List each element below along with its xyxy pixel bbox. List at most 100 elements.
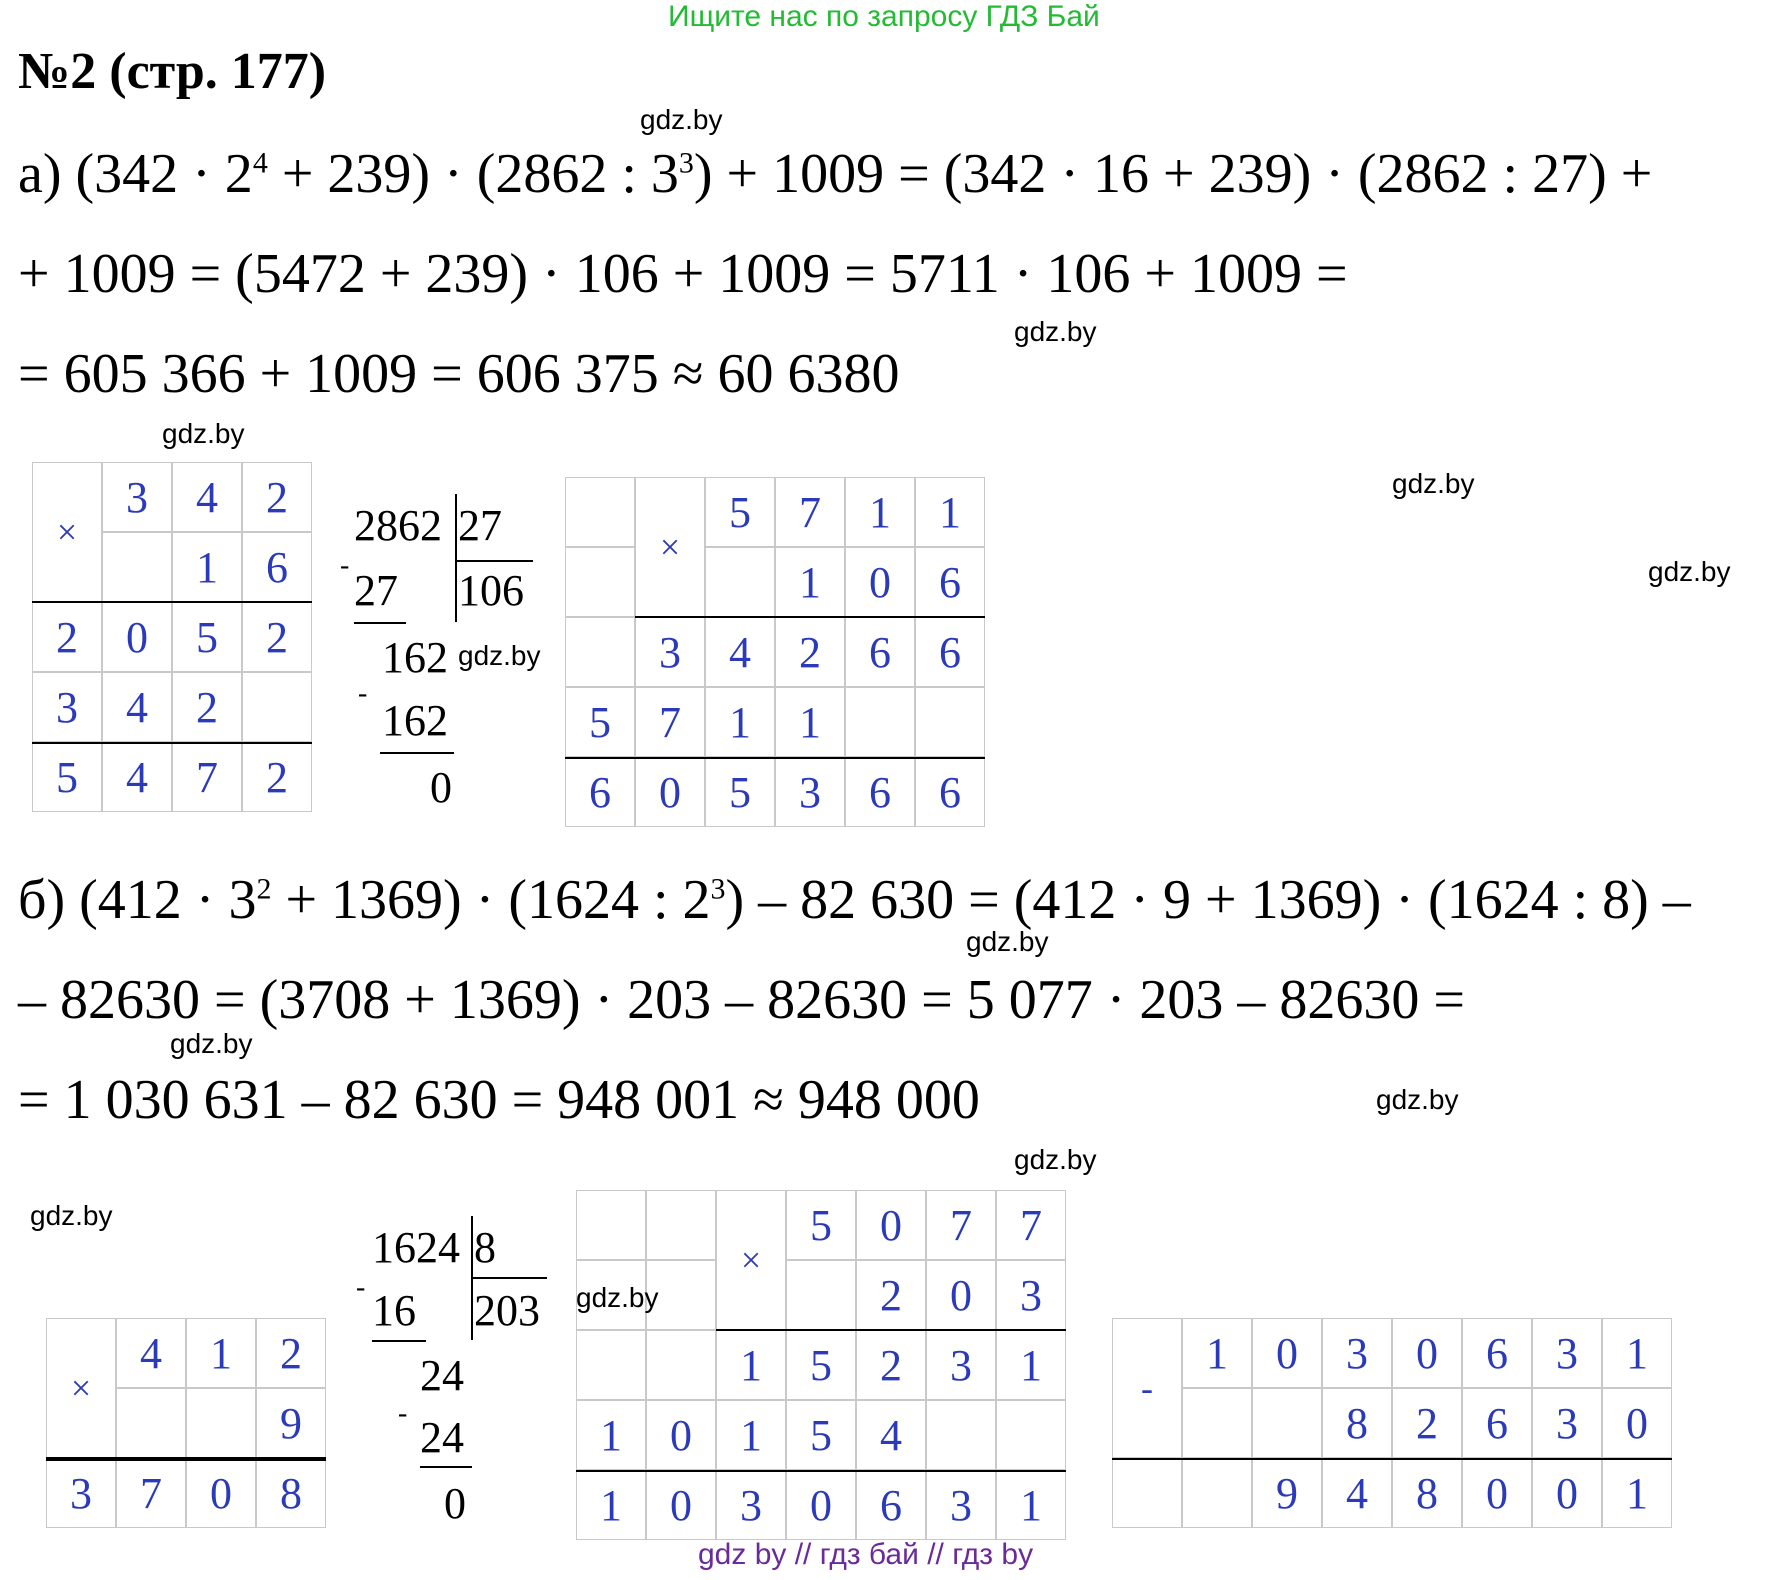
a-mult2-cell: 3 xyxy=(775,757,845,827)
b-sub-cell: 3 xyxy=(1322,1318,1392,1388)
part-b-line-3: = 1 030 631 – 82 630 = 948 001 ≈ 948 000 xyxy=(18,1069,980,1131)
b-sub-cell: 6 xyxy=(1462,1318,1532,1388)
a-mult2-cell: 6 xyxy=(915,617,985,687)
a-mult2-cell: 7 xyxy=(635,687,705,757)
b-sub-cell xyxy=(1252,1388,1322,1458)
division-a-sub-1: 27 xyxy=(354,566,398,615)
a-mult1-cell: 1 xyxy=(172,532,242,602)
b-mult2-cell xyxy=(576,1330,646,1400)
a-mult1-cell: 3 xyxy=(32,672,102,742)
a-mult2-cell: 1 xyxy=(775,547,845,617)
a-mult2-cell xyxy=(845,687,915,757)
b-mult2-cell: 0 xyxy=(926,1260,996,1330)
a-mult1-cell: 2 xyxy=(242,462,312,532)
watermark: gdz.by xyxy=(1376,1084,1459,1115)
b-mult2-cell: 0 xyxy=(646,1470,716,1540)
part-a-line-3: = 605 366 + 1009 = 606 375 ≈ 60 6380 xyxy=(18,343,900,405)
b-sub-cell: 0 xyxy=(1252,1318,1322,1388)
part-b-multiplication-5077x203: × 5 0 7 7 2 0 3 1 5 2 3 1 1 0 1 5 4 1 0 3 0 6 3 1 xyxy=(576,1190,1066,1540)
b-mult2-cell: 2 xyxy=(856,1330,926,1400)
b-mult2-cell: 5 xyxy=(786,1190,856,1260)
b-mult2-cell xyxy=(646,1190,716,1260)
part-a-multiplication-5711x106: × 5 7 1 1 1 0 6 3 4 2 6 6 5 7 1 1 6 0 5 3 6 6 xyxy=(565,477,985,827)
a-mult1-cell: 0 xyxy=(102,602,172,672)
b-mult2-cell: 7 xyxy=(926,1190,996,1260)
a-mult2-cell: 6 xyxy=(915,547,985,617)
watermark: gdz.by xyxy=(1014,316,1097,347)
a-mult2-cell: 6 xyxy=(845,757,915,827)
a-mult2-cell: 1 xyxy=(915,477,985,547)
b-sub-cell xyxy=(1112,1458,1182,1528)
b-mult2-cell xyxy=(646,1260,716,1330)
b-sub-cell: 1 xyxy=(1182,1318,1252,1388)
b-mult2-cell: 6 xyxy=(856,1470,926,1540)
b-sub-cell: 0 xyxy=(1532,1458,1602,1528)
a-mult1-cell: 3 xyxy=(102,462,172,532)
a-mult2-cell: 5 xyxy=(705,477,775,547)
a-mult2-cell: 6 xyxy=(565,757,635,827)
b-mult1-cell: 8 xyxy=(256,1458,326,1528)
a-mult1-cell xyxy=(102,532,172,602)
a-mult1-cell: 2 xyxy=(242,742,312,812)
a-mult1-operator: × xyxy=(32,462,102,602)
a-mult2-cell: 1 xyxy=(775,687,845,757)
b-sub-cell: 1 xyxy=(1602,1318,1672,1388)
b-mult2-cell: 0 xyxy=(646,1400,716,1470)
part-b-line-1: б) (412 · 32 + 1369) · (1624 : 23) – 82 … xyxy=(18,869,1691,931)
b-sub-cell xyxy=(1182,1458,1252,1528)
b-sub-cell: 8 xyxy=(1392,1458,1462,1528)
b-sub-cell: 4 xyxy=(1322,1458,1392,1528)
b-sub-cell: 9 xyxy=(1252,1458,1322,1528)
a-mult2-cell xyxy=(915,687,985,757)
a-mult2-cell: 5 xyxy=(565,687,635,757)
watermark: gdz.by xyxy=(1014,1144,1097,1175)
b-sub-cell xyxy=(1182,1388,1252,1458)
a-mult2-cell xyxy=(565,477,635,547)
b-mult2-cell xyxy=(786,1260,856,1330)
promo-text: Ищите нас по запросу ГДЗ Бай xyxy=(668,0,1100,33)
watermark: gdz.by xyxy=(1392,468,1475,499)
b-sub-cell: 0 xyxy=(1602,1388,1672,1458)
b-sub-cell: 0 xyxy=(1392,1318,1462,1388)
a-mult2-cell: 4 xyxy=(705,617,775,687)
b-mult2-cell: 5 xyxy=(786,1330,856,1400)
a-mult1-cell: 5 xyxy=(32,742,102,812)
b-mult2-cell: 0 xyxy=(786,1470,856,1540)
b-mult2-cell: 3 xyxy=(926,1470,996,1540)
division-a-rem-1: 162 xyxy=(382,633,448,682)
division-b-dividend: 1624 xyxy=(372,1223,460,1272)
b-mult2-cell: 3 xyxy=(996,1260,1066,1330)
b-mult2-cell: 1 xyxy=(716,1400,786,1470)
b-mult2-cell: 1 xyxy=(996,1470,1066,1540)
watermark: gdz.by xyxy=(30,1200,113,1231)
b-mult2-cell: 1 xyxy=(716,1330,786,1400)
b-mult2-cell: 4 xyxy=(856,1400,926,1470)
a-mult2-cell xyxy=(565,617,635,687)
a-mult2-cell: 7 xyxy=(775,477,845,547)
a-mult2-cell: 1 xyxy=(845,477,915,547)
a-mult1-cell xyxy=(242,672,312,742)
b-sub-cell: 0 xyxy=(1462,1458,1532,1528)
b-mult2-cell: 0 xyxy=(856,1190,926,1260)
b-mult1-operator: × xyxy=(46,1318,116,1458)
b-mult2-operator: × xyxy=(716,1190,786,1330)
b-mult1-cell: 0 xyxy=(186,1458,256,1528)
part-b-multiplication-412x9: × 4 1 2 9 3 7 0 8 xyxy=(46,1318,326,1528)
a-mult2-cell: 3 xyxy=(635,617,705,687)
a-mult1-cell: 7 xyxy=(172,742,242,812)
division-a-rem-2: 0 xyxy=(430,763,452,812)
b-sub-cell: 6 xyxy=(1462,1388,1532,1458)
a-mult2-cell: 1 xyxy=(705,687,775,757)
a-mult2-cell: 2 xyxy=(775,617,845,687)
watermark: gdz.by xyxy=(162,418,245,449)
a-mult1-cell: 4 xyxy=(102,742,172,812)
footer-text: gdz by // гдз бай // гдз by xyxy=(698,1538,1034,1571)
a-mult2-operator: × xyxy=(635,477,705,617)
part-a-multiplication-342x16: × 3 4 2 1 6 2 0 5 2 3 4 2 5 4 7 2 xyxy=(32,462,312,812)
b-mult1-cell: 7 xyxy=(116,1458,186,1528)
a-mult2-cell: 6 xyxy=(845,617,915,687)
b-sub-operator: - xyxy=(1112,1318,1182,1458)
b-mult1-cell xyxy=(186,1388,256,1458)
watermark: gdz.by xyxy=(576,1282,659,1313)
